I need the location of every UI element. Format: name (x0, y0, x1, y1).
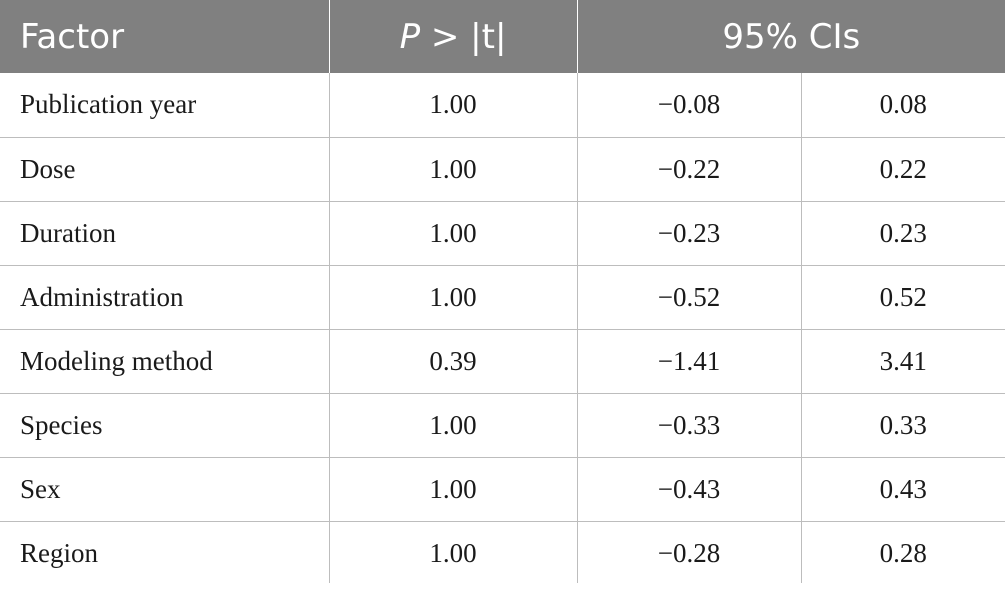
cell-ci-upper: 3.41 (800, 328, 1005, 394)
regression-table: Factor P > |t| 95% CIs Publication year 1… (0, 0, 1005, 583)
cell-ci-lower: −0.23 (576, 200, 802, 266)
cell-ci-upper: 0.08 (800, 73, 1005, 138)
cell-ci-lower: −0.43 (576, 456, 802, 522)
cell-p-value: 1.00 (328, 136, 578, 202)
header-factor: Factor (0, 0, 330, 73)
cell-ci-lower: −0.08 (576, 73, 802, 138)
cell-p-value: 1.00 (328, 264, 578, 330)
table-row: Species 1.00 −0.33 0.33 (0, 392, 1005, 458)
table-row: Publication year 1.00 −0.08 0.08 (0, 73, 1005, 138)
cell-ci-upper: 0.23 (800, 200, 1005, 266)
cell-ci-lower: −0.33 (576, 392, 802, 458)
cell-ci-lower: −1.41 (576, 328, 802, 394)
cell-factor: Dose (0, 136, 330, 202)
cell-p-value: 1.00 (328, 456, 578, 522)
table-row: Administration 1.00 −0.52 0.52 (0, 264, 1005, 330)
table-row: Modeling method 0.39 −1.41 3.41 (0, 328, 1005, 394)
cell-factor: Sex (0, 456, 330, 522)
cell-ci-lower: −0.22 (576, 136, 802, 202)
header-p-condition: > |t| (420, 16, 507, 57)
table-row: Duration 1.00 −0.23 0.23 (0, 200, 1005, 266)
cell-factor: Modeling method (0, 328, 330, 394)
cell-ci-lower: −0.52 (576, 264, 802, 330)
header-p-symbol: P (399, 16, 421, 57)
table-row: Region 1.00 −0.28 0.28 (0, 520, 1005, 583)
cell-factor: Region (0, 520, 330, 583)
cell-ci-upper: 0.52 (800, 264, 1005, 330)
header-confidence-interval: 95% CIs (576, 0, 1005, 73)
cell-ci-upper: 0.22 (800, 136, 1005, 202)
cell-factor: Publication year (0, 73, 330, 138)
cell-ci-upper: 0.28 (800, 520, 1005, 583)
cell-p-value: 0.39 (328, 328, 578, 394)
cell-ci-upper: 0.33 (800, 392, 1005, 458)
table-row: Dose 1.00 −0.22 0.22 (0, 136, 1005, 202)
cell-p-value: 1.00 (328, 200, 578, 266)
cell-factor: Administration (0, 264, 330, 330)
cell-ci-upper: 0.43 (800, 456, 1005, 522)
header-p-value: P > |t| (328, 0, 578, 73)
cell-p-value: 1.00 (328, 392, 578, 458)
cell-ci-lower: −0.28 (576, 520, 802, 583)
header-row: Factor P > |t| 95% CIs (0, 0, 1005, 73)
cell-p-value: 1.00 (328, 520, 578, 583)
cell-p-value: 1.00 (328, 73, 578, 138)
regression-table-container: Factor P > |t| 95% CIs Publication year 1… (0, 0, 1005, 583)
table-body: Publication year 1.00 −0.08 0.08 Dose 1.00 −0.… (0, 73, 1005, 583)
cell-factor: Species (0, 392, 330, 458)
cell-factor: Duration (0, 200, 330, 266)
table-header: Factor P > |t| 95% CIs (0, 0, 1005, 73)
table-row: Sex 1.00 −0.43 0.43 (0, 456, 1005, 522)
